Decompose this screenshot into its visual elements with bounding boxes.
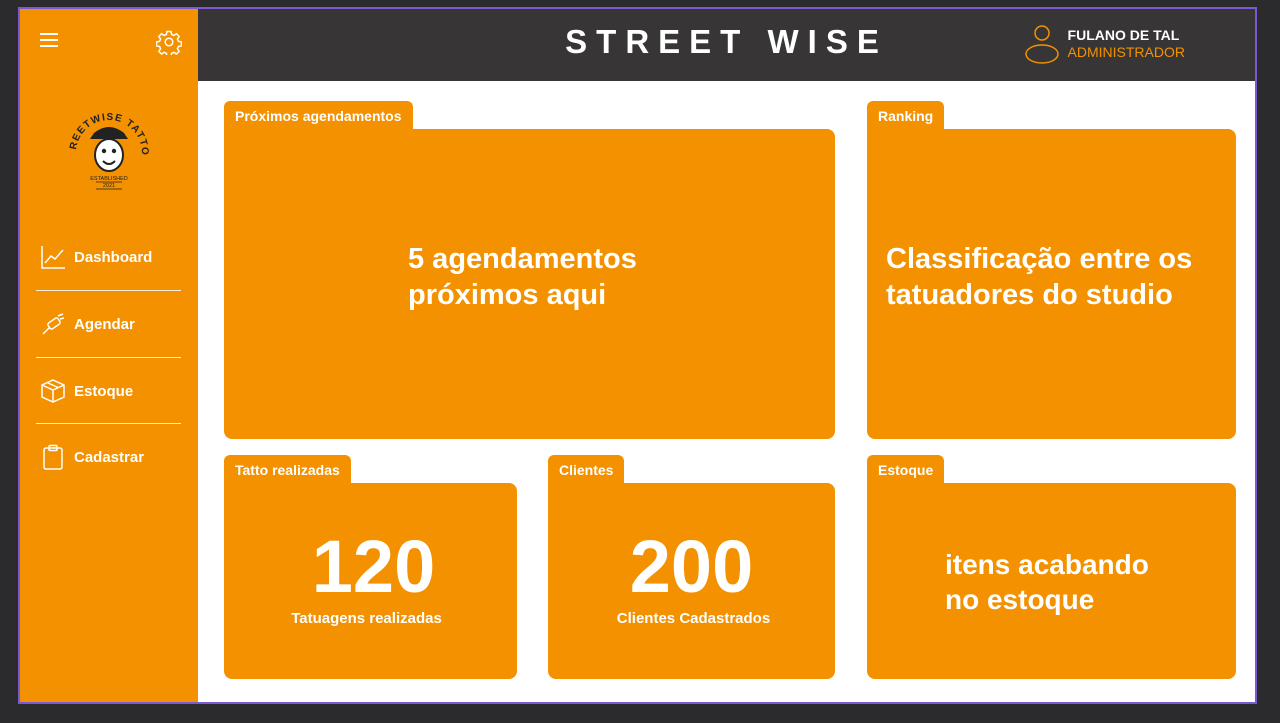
card-proximos-agendamentos[interactable]: Próximos agendamentos 5 agendamentos pró… xyxy=(224,101,835,439)
card-body: 200 Clientes Cadastrados xyxy=(548,483,835,679)
nav-divider xyxy=(36,290,181,291)
brand-title: STREET WISE xyxy=(565,23,888,60)
card-body: itens acabando no estoque xyxy=(867,483,1236,679)
sidebar-item-agendar[interactable]: Agendar xyxy=(38,291,183,357)
nav-divider xyxy=(36,357,181,358)
sidebar-item-label: Agendar xyxy=(74,315,135,333)
card-text-line: 5 agendamentos xyxy=(408,243,637,275)
card-tab: Tatto realizadas xyxy=(224,455,351,485)
card-tab: Ranking xyxy=(867,101,945,131)
card-tatto-realizadas[interactable]: Tatto realizadas 120 Tatuagens realizada… xyxy=(224,455,517,679)
menu-icon[interactable] xyxy=(40,33,58,49)
sidebar-item-label: Estoque xyxy=(74,382,134,400)
gear-icon[interactable] xyxy=(155,29,183,58)
card-text-line: tatuadores do studio xyxy=(886,279,1173,311)
card-text-line: itens acabando xyxy=(945,549,1149,580)
top-bar: STREET WISE FULANO DE TAL ADMINISTRADOR xyxy=(198,9,1255,81)
user-icon xyxy=(1024,23,1060,65)
card-tab: Próximos agendamentos xyxy=(224,101,413,131)
user-role: ADMINISTRADOR xyxy=(1067,44,1185,60)
card-estoque[interactable]: Estoque itens acabando no estoque xyxy=(867,455,1236,679)
tatto-count: 120 xyxy=(311,525,436,608)
card-body: 120 Tatuagens realizadas xyxy=(224,483,517,679)
box-icon xyxy=(40,378,66,404)
card-body: Classificação entre os tatuadores do stu… xyxy=(867,129,1236,439)
card-text-line: no estoque xyxy=(945,584,1095,615)
user-profile[interactable]: FULANO DE TAL ADMINISTRADOR xyxy=(1024,23,1185,65)
card-ranking[interactable]: Ranking Classificação entre os tatuadore… xyxy=(867,101,1236,439)
clipboard-icon xyxy=(40,444,66,470)
user-name: FULANO DE TAL xyxy=(1067,27,1180,43)
sidebar-item-label: Dashboard xyxy=(74,248,153,266)
card-tab: Estoque xyxy=(867,455,945,485)
sidebar-item-dashboard[interactable]: Dashboard xyxy=(38,224,183,290)
clientes-caption: Clientes Cadastrados xyxy=(616,610,771,627)
tattoo-machine-icon xyxy=(40,311,66,337)
svg-text:ESTABLISHED: ESTABLISHED xyxy=(90,176,128,182)
chart-line-icon xyxy=(40,244,66,270)
card-text-line: próximos aqui xyxy=(408,279,607,311)
clientes-count: 200 xyxy=(629,525,754,608)
svg-text:2021: 2021 xyxy=(103,183,115,189)
sidebar-item-label: Cadastrar xyxy=(74,448,145,466)
sidebar-item-cadastrar[interactable]: Cadastrar xyxy=(38,424,183,490)
card-clientes[interactable]: Clientes 200 Clientes Cadastrados xyxy=(548,455,835,679)
sidebar-item-estoque[interactable]: Estoque xyxy=(38,358,183,424)
nav-divider xyxy=(36,423,181,424)
dashboard-main: Próximos agendamentos 5 agendamentos pró… xyxy=(198,81,1255,702)
card-text-line: Classificação entre os xyxy=(886,243,1193,275)
tatto-caption: Tatuagens realizadas xyxy=(291,610,442,627)
card-body: 5 agendamentos próximos aqui xyxy=(224,129,835,439)
card-tab: Clientes xyxy=(548,455,625,485)
